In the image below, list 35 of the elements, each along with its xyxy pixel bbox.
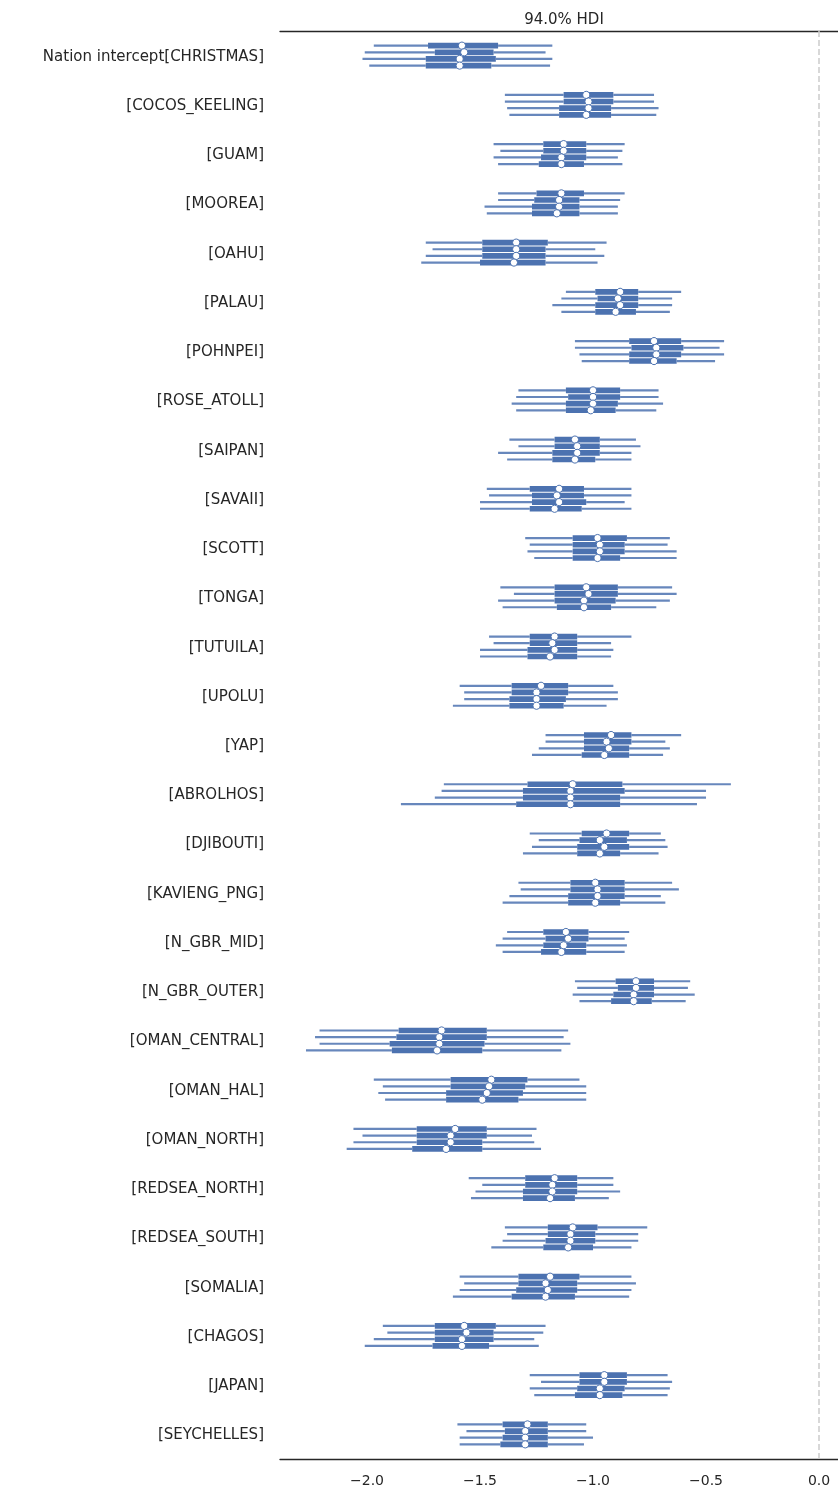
- y-tick-label: [COCOS_KEELING]: [126, 95, 264, 115]
- y-tick-label: Nation intercept[CHRISTMAS]: [42, 46, 264, 65]
- y-tick-label: [SCOTT]: [202, 539, 264, 558]
- y-tick-label: [TUTUILA]: [188, 637, 264, 656]
- y-tick-label: [OMAN_NORTH]: [145, 1129, 264, 1149]
- y-tick-label: [MOOREA]: [185, 194, 264, 213]
- y-tick-label: [JAPAN]: [208, 1376, 264, 1395]
- x-tick-label: −0.5: [689, 1472, 724, 1488]
- y-tick-label: [ROSE_ATOLL]: [156, 391, 264, 411]
- y-tick-label: [PALAU]: [204, 292, 264, 311]
- y-tick-label: [REDSEA_NORTH]: [131, 1179, 264, 1199]
- x-tick-label: −1.5: [463, 1472, 498, 1488]
- y-tick-label: [TONGA]: [198, 588, 264, 607]
- y-tick-label: [ABROLHOS]: [168, 785, 264, 804]
- y-tick-label: [YAP]: [224, 736, 264, 754]
- y-tick-label: [REDSEA_SOUTH]: [131, 1228, 264, 1248]
- x-tick-label: −2.0: [350, 1472, 385, 1488]
- y-tick-label: [SAIPAN]: [198, 440, 264, 459]
- y-tick-label: [GUAM]: [206, 145, 264, 164]
- x-tick-label: −1.0: [576, 1472, 611, 1488]
- chart-title: 94.0% HDI: [524, 9, 604, 28]
- y-tick-label: [SEYCHELLES]: [158, 1425, 264, 1444]
- y-tick-label: [DJIBOUTI]: [185, 834, 264, 853]
- y-tick-label: [OAHU]: [208, 243, 264, 262]
- y-tick-label: [OMAN_HAL]: [168, 1080, 264, 1100]
- y-tick-label: [UPOLU]: [201, 686, 264, 705]
- y-tick-label: [N_GBR_MID]: [164, 932, 264, 952]
- y-tick-label: [POHNPEI]: [185, 342, 264, 361]
- x-tick-label: 0.0: [807, 1472, 831, 1488]
- y-tick-label: [SOMALIA]: [184, 1277, 264, 1296]
- y-tick-label: [CHAGOS]: [187, 1326, 264, 1345]
- y-tick-label: [KAVIENG_PNG]: [147, 883, 264, 903]
- y-tick-label: [SAVAII]: [204, 489, 264, 508]
- y-tick-label: [OMAN_CENTRAL]: [129, 1031, 264, 1051]
- y-tick-label: [N_GBR_OUTER]: [141, 982, 264, 1002]
